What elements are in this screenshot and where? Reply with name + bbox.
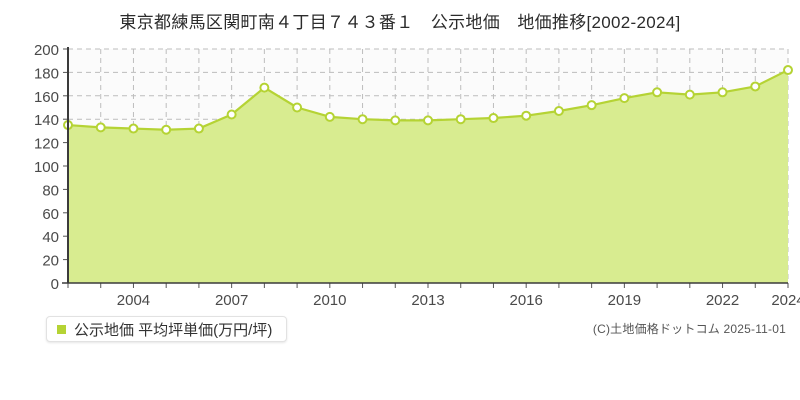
y-axis-tick-label: 20 — [42, 253, 59, 270]
data-point-marker — [259, 82, 270, 93]
legend-label: 公示地価 平均坪単価(万円/坪) — [74, 321, 273, 339]
data-point-marker — [619, 93, 630, 104]
data-point-marker — [95, 122, 106, 133]
y-axis-tick-label: 160 — [34, 89, 59, 106]
y-axis-tick-label: 120 — [34, 136, 59, 153]
data-point-marker — [684, 89, 695, 100]
x-axis-tick-label: 2022 — [706, 292, 739, 309]
x-axis-tick-label: 2016 — [509, 292, 542, 309]
y-axis-tick-label: 140 — [34, 112, 59, 129]
y-axis-tick-label: 0 — [51, 276, 59, 293]
data-point-marker — [717, 87, 728, 98]
data-point-marker — [586, 100, 597, 111]
credit-text: (C)土地価格ドットコム 2025-11-01 — [592, 322, 786, 336]
data-point-marker — [193, 123, 204, 134]
data-point-marker — [324, 111, 335, 122]
data-point-marker — [750, 81, 761, 92]
y-axis-tick-label: 80 — [42, 182, 59, 199]
area-fill — [68, 70, 788, 283]
page-title: 東京都練馬区関町南４丁目７４３番１ 公示地価 地価推移[2002-2024] — [119, 13, 681, 32]
chart-plot-area: 0 20 40 60 80 100 120 140 160 180 200 2004 2007 2010 2… — [34, 42, 800, 309]
data-point-marker — [390, 115, 401, 126]
x-axis-tick-label: 2010 — [313, 292, 346, 309]
x-axis-tick-label: 2004 — [117, 292, 150, 309]
data-point-marker — [652, 87, 663, 98]
legend-swatch-icon — [57, 324, 66, 334]
chart-legend[interactable]: 公示地価 平均坪単価(万円/坪) — [46, 316, 288, 342]
data-point-marker — [488, 113, 499, 124]
y-axis-tick-label: 180 — [34, 65, 59, 82]
y-axis-tick-label: 200 — [34, 42, 59, 59]
y-axis-tick-label: 40 — [42, 229, 59, 246]
data-point-marker — [128, 123, 139, 134]
data-point-marker — [423, 115, 433, 126]
data-point-marker — [553, 106, 564, 117]
x-axis-tick-label: 2007 — [215, 292, 248, 309]
y-axis-tick-label: 60 — [42, 206, 59, 223]
data-point-marker — [521, 110, 532, 121]
x-axis-tick-label: 2019 — [608, 292, 641, 309]
data-point-marker — [357, 114, 368, 125]
data-point-marker — [226, 109, 237, 120]
y-axis-tick-label: 100 — [34, 159, 59, 176]
data-point-marker — [161, 124, 172, 135]
data-point-marker — [292, 102, 303, 113]
x-axis-tick-label: 2013 — [411, 292, 444, 309]
x-axis-tick-label: 2024 — [771, 292, 800, 309]
data-point-marker — [783, 65, 793, 76]
data-point-marker — [455, 114, 466, 125]
